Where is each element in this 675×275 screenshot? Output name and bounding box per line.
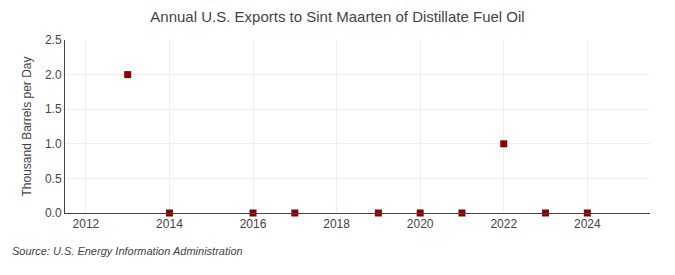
svg-text:2020: 2020 [407,217,434,231]
svg-text:Annual U.S. Exports to Sint Ma: Annual U.S. Exports to Sint Maarten of D… [150,8,524,25]
svg-text:1.0: 1.0 [45,137,62,151]
svg-text:Source: U.S. Energy Informatio: Source: U.S. Energy Information Administ… [12,245,243,257]
svg-text:2018: 2018 [323,217,350,231]
svg-text:0.5: 0.5 [45,172,62,186]
svg-text:Thousand Barrels per Day: Thousand Barrels per Day [20,56,34,196]
svg-text:2012: 2012 [73,217,100,231]
svg-text:2024: 2024 [574,217,601,231]
svg-text:2.0: 2.0 [45,68,62,82]
svg-text:2.5: 2.5 [45,33,62,47]
svg-text:1.5: 1.5 [45,102,62,116]
svg-text:2022: 2022 [490,217,517,231]
svg-text:2016: 2016 [240,217,267,231]
svg-text:0.0: 0.0 [45,206,62,220]
svg-text:2014: 2014 [156,217,183,231]
